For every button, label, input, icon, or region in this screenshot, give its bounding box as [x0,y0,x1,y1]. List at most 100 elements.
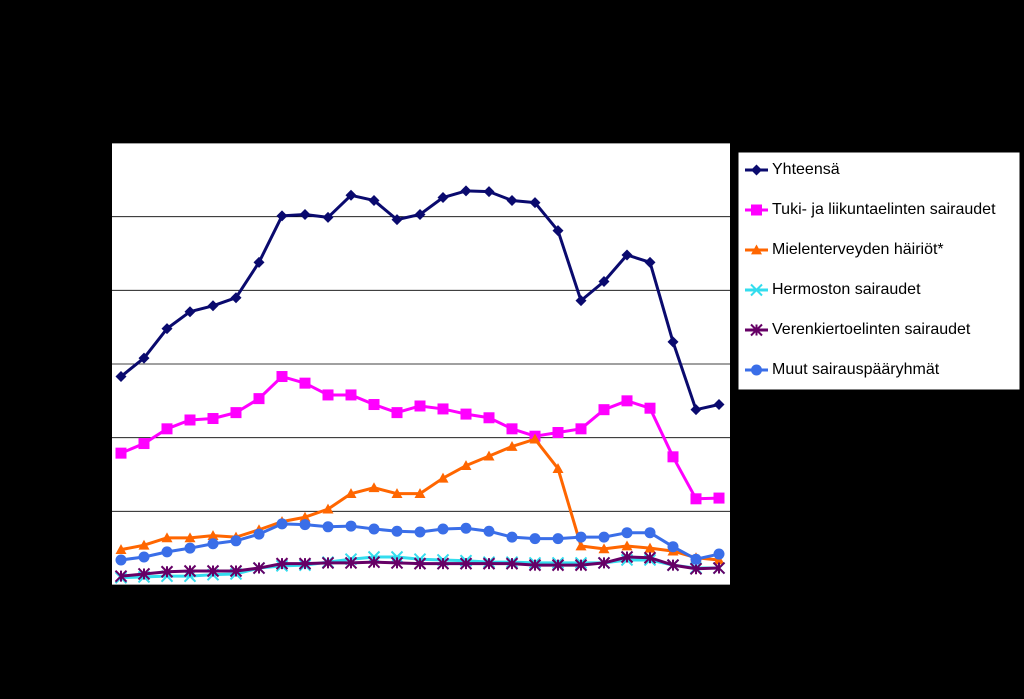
data-point [207,300,219,312]
data-point [184,306,196,318]
data-point [437,192,449,204]
data-point [413,557,427,570]
data-point [552,225,564,237]
data-point [575,295,587,307]
data-point [621,527,633,539]
data-point [184,532,196,543]
legend-label: Verenkiertoelinten sairaudet [772,321,971,338]
legend-marker [751,164,762,176]
data-point [414,400,426,412]
data-point [483,186,495,198]
data-point [574,558,588,572]
data-point [483,525,495,537]
data-point [298,557,312,570]
data-point [690,404,702,416]
data-point [506,194,518,206]
data-point [299,208,311,220]
data-point [299,377,311,389]
data-point [138,352,150,364]
data-point [437,403,449,415]
data-point [322,389,334,401]
data-point [322,503,334,514]
data-point [414,488,426,499]
data-point [460,460,472,471]
data-point [322,211,334,223]
data-point [161,323,173,335]
data-point [575,540,587,551]
data-point [138,438,150,450]
data-point [598,404,610,416]
data-point [230,535,242,547]
data-point [138,539,150,550]
data-point [575,531,587,543]
data-point [161,423,173,435]
legend-marker [751,244,762,255]
data-point [712,561,726,575]
legend-label: Yhteensä [772,161,840,178]
data-point [552,427,564,439]
data-point [483,412,495,424]
data-point [276,210,288,222]
data-point [667,336,679,348]
data-point [414,208,426,220]
data-point [528,558,542,572]
data-point [207,413,219,425]
data-point [275,557,289,570]
legend-marker [750,323,763,337]
data-point [713,399,725,411]
data-point [391,214,403,226]
data-point [529,533,541,545]
legend-box [737,151,1021,391]
data-point [368,523,380,535]
data-point [368,399,380,411]
data-point [367,555,381,569]
data-point [597,556,611,570]
data-point [276,518,288,530]
data-point [644,542,656,553]
data-point [621,540,633,551]
data-point [276,371,288,383]
data-point [229,564,243,578]
data-point [252,561,266,575]
legend-marker [751,204,762,216]
data-point [621,395,633,407]
data-point [253,393,265,405]
data-point [253,256,265,268]
data-point [690,553,702,565]
data-point [206,564,220,578]
data-point [253,528,265,540]
data-point [529,197,541,209]
data-point [506,423,518,435]
data-point [391,525,403,537]
data-point [345,189,357,201]
data-point [506,531,518,543]
data-point [551,558,565,572]
data-point [460,185,472,197]
data-point [598,531,610,543]
data-point [390,556,404,570]
data-point [644,256,656,268]
legend-label: Muut sairauspääryhmät [772,361,940,378]
data-point [460,522,472,534]
data-point [368,482,380,493]
data-point [643,551,657,564]
data-point [690,493,702,505]
data-point [115,554,127,566]
data-point [437,472,449,483]
data-point [391,407,403,419]
legend-label: Tuki- ja liikuntaelinten sairaudet [772,201,996,218]
data-point [390,550,404,564]
data-point [345,520,357,532]
legend-marker [750,283,763,297]
data-point [414,526,426,538]
data-point [644,402,656,414]
data-point [459,557,473,570]
legend-marker [751,364,762,376]
data-point [321,556,335,570]
data-point [115,447,127,459]
data-point [666,558,680,572]
data-point [667,541,679,553]
data-point [344,556,358,570]
data-point [161,532,173,543]
